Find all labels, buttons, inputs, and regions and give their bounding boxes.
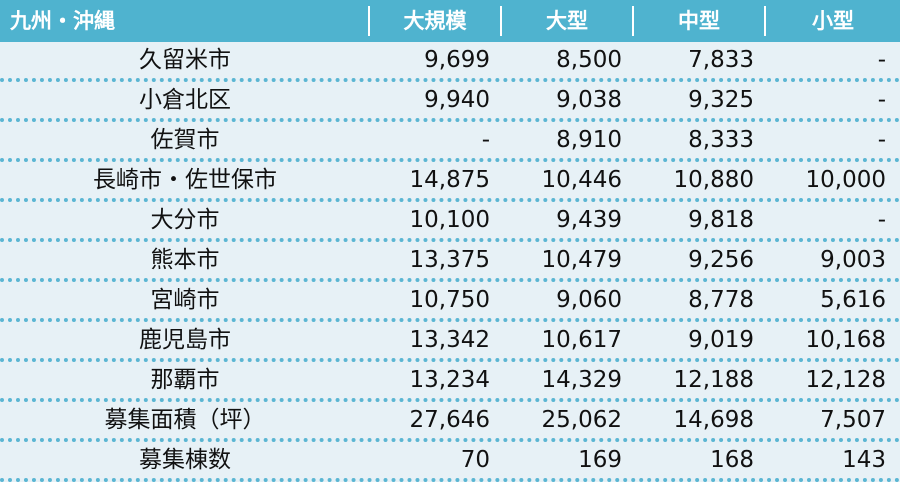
- value-large: 9,038: [556, 87, 622, 113]
- table-row: 鹿児島市 13,342 10,617 9,019 10,168: [0, 322, 900, 362]
- table-row: 佐賀市 - 8,910 8,333 -: [0, 122, 900, 162]
- table-row: 募集棟数 70 169 168 143: [0, 442, 900, 482]
- header-col-small: 小型: [812, 9, 854, 33]
- row-divider: [0, 398, 900, 402]
- value-large-scale: 13,342: [409, 327, 490, 353]
- row-divider: [0, 318, 900, 322]
- table-header: 九州・沖縄 大規模 大型 中型 小型: [0, 0, 900, 42]
- value-large: 10,617: [541, 327, 622, 353]
- row-divider: [0, 118, 900, 122]
- value-large-scale: 9,940: [424, 87, 490, 113]
- row-divider: [0, 438, 900, 442]
- value-large: 169: [578, 447, 622, 473]
- row-label: 那覇市: [150, 367, 220, 393]
- row-label: 宮崎市: [150, 287, 220, 313]
- value-large-scale: -: [481, 127, 490, 153]
- row-label: 募集棟数: [139, 447, 231, 473]
- table-row: 那覇市 13,234 14,329 12,188 12,128: [0, 362, 900, 402]
- header-col-large: 大型: [546, 9, 588, 33]
- row-label: 募集面積（坪）: [104, 407, 266, 433]
- table-row: 久留米市 9,699 8,500 7,833 -: [0, 42, 900, 82]
- row-label: 鹿児島市: [139, 327, 231, 353]
- value-medium: 9,019: [688, 327, 754, 353]
- value-large-scale: 14,875: [409, 167, 490, 193]
- value-large: 9,060: [556, 287, 622, 313]
- value-small: 12,128: [805, 367, 886, 393]
- row-divider: [0, 198, 900, 202]
- value-medium: 12,188: [673, 367, 754, 393]
- value-large-scale: 10,750: [409, 287, 490, 313]
- value-small: -: [877, 207, 886, 233]
- value-medium: 9,256: [688, 247, 754, 273]
- value-small: 10,168: [805, 327, 886, 353]
- table-row: 熊本市 13,375 10,479 9,256 9,003: [0, 242, 900, 282]
- row-label: 小倉北区: [139, 87, 231, 113]
- table-row: 小倉北区 9,940 9,038 9,325 -: [0, 82, 900, 122]
- header-divider: [632, 6, 634, 36]
- value-large-scale: 13,375: [409, 247, 490, 273]
- row-divider: [0, 478, 900, 482]
- table-row: 募集面積（坪） 27,646 25,062 14,698 7,507: [0, 402, 900, 442]
- value-large-scale: 13,234: [409, 367, 490, 393]
- value-small: -: [877, 127, 886, 153]
- value-medium: 14,698: [673, 407, 754, 433]
- row-divider: [0, 278, 900, 282]
- row-label: 佐賀市: [150, 127, 220, 153]
- value-large: 25,062: [541, 407, 622, 433]
- value-medium: 8,333: [688, 127, 754, 153]
- value-large: 10,446: [541, 167, 622, 193]
- row-label: 熊本市: [150, 247, 220, 273]
- header-divider: [764, 6, 766, 36]
- value-small: 9,003: [820, 247, 886, 273]
- header-divider: [500, 6, 502, 36]
- value-large-scale: 9,699: [424, 47, 490, 73]
- value-small: 143: [842, 447, 886, 473]
- value-small: 10,000: [805, 167, 886, 193]
- header-region: 九州・沖縄: [10, 9, 115, 33]
- row-divider: [0, 358, 900, 362]
- row-divider: [0, 238, 900, 242]
- row-label: 長崎市・佐世保市: [93, 167, 277, 193]
- row-divider: [0, 158, 900, 162]
- header-divider: [368, 6, 370, 36]
- value-large-scale: 10,100: [409, 207, 490, 233]
- value-small: -: [877, 87, 886, 113]
- value-large: 14,329: [541, 367, 622, 393]
- value-small: 7,507: [820, 407, 886, 433]
- value-large-scale: 70: [460, 447, 490, 473]
- table-row: 大分市 10,100 9,439 9,818 -: [0, 202, 900, 242]
- value-large: 9,439: [556, 207, 622, 233]
- row-label: 久留米市: [139, 47, 231, 73]
- header-col-large-scale: 大規模: [403, 9, 467, 33]
- value-large: 8,910: [556, 127, 622, 153]
- value-medium: 8,778: [688, 287, 754, 313]
- value-large-scale: 27,646: [409, 407, 490, 433]
- row-divider: [0, 78, 900, 82]
- value-medium: 7,833: [688, 47, 754, 73]
- value-large: 10,479: [541, 247, 622, 273]
- header-col-medium: 中型: [678, 9, 720, 33]
- value-medium: 10,880: [673, 167, 754, 193]
- row-label: 大分市: [150, 207, 220, 233]
- value-small: 5,616: [820, 287, 886, 313]
- value-small: -: [877, 47, 886, 73]
- value-large: 8,500: [556, 47, 622, 73]
- value-medium: 9,818: [688, 207, 754, 233]
- value-medium: 168: [710, 447, 754, 473]
- table-row: 長崎市・佐世保市 14,875 10,446 10,880 10,000: [0, 162, 900, 202]
- value-medium: 9,325: [688, 87, 754, 113]
- table-row: 宮崎市 10,750 9,060 8,778 5,616: [0, 282, 900, 322]
